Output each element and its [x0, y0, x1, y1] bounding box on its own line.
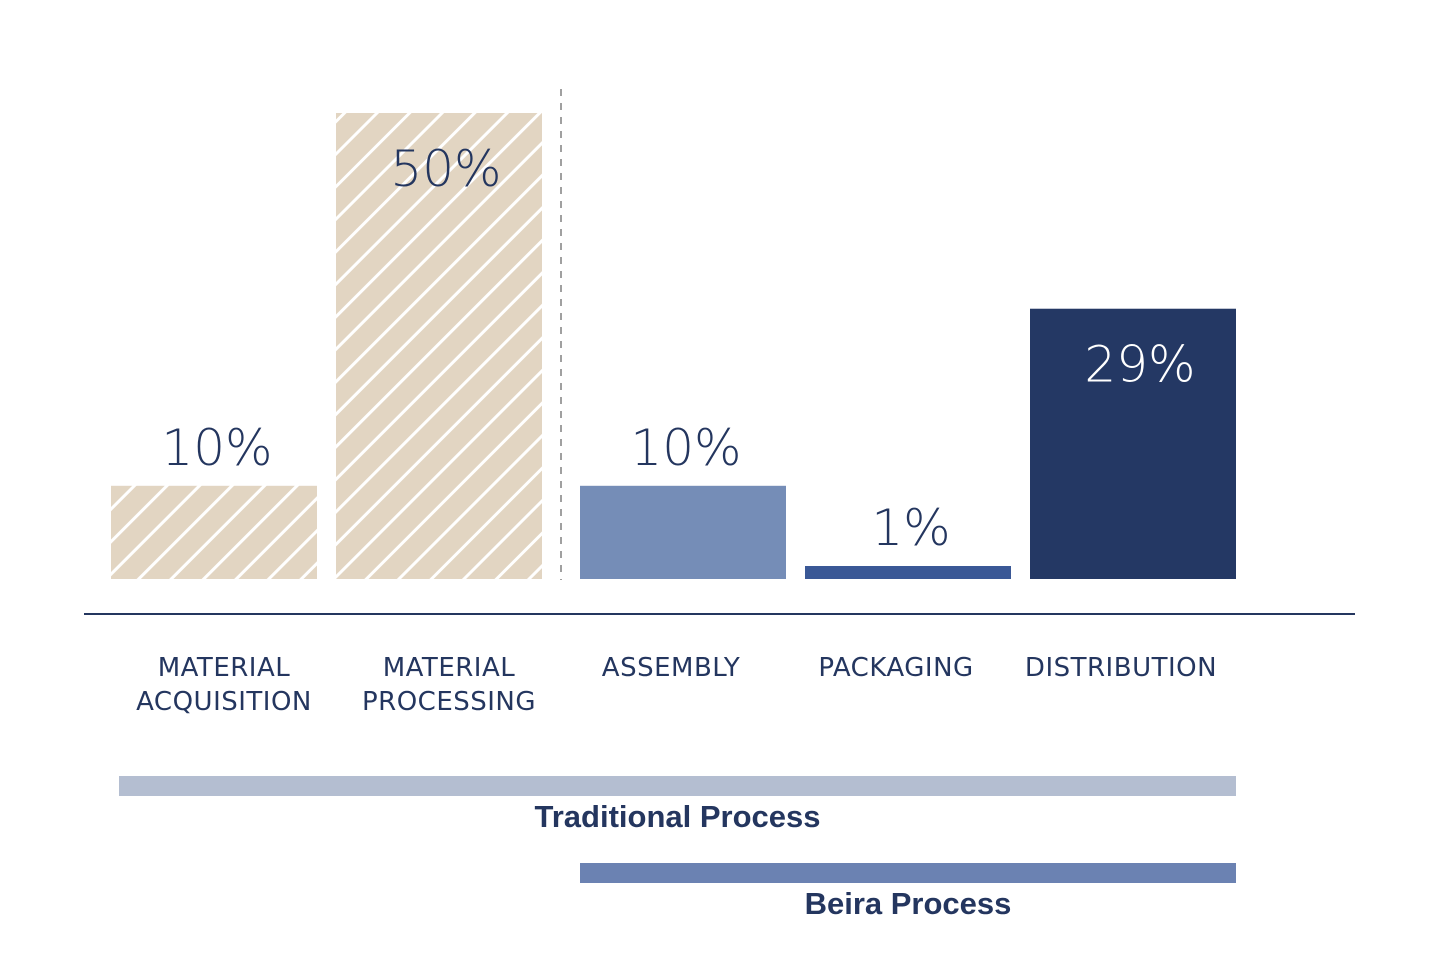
bar-1 [336, 113, 542, 579]
category-label-2-line-0: ASSEMBLY [602, 653, 740, 683]
bar-4 [1030, 308, 1236, 579]
category-labels-layer: MATERIAL ACQUISITION MATERIAL PROCESSING ASS… [136, 653, 1217, 717]
process-bar-0 [119, 776, 1236, 796]
value-labels-layer: 10% 50% 10% 1% 29% [161, 140, 1195, 557]
value-label-2: 10% [630, 419, 741, 477]
process-bar-1 [580, 863, 1236, 883]
category-label-1-line-1: PROCESSING [362, 687, 536, 717]
category-label-0-line-0: MATERIAL [158, 653, 291, 683]
process-label-0: Traditional Process [535, 799, 821, 834]
category-label-0-line-1: ACQUISITION [136, 687, 312, 717]
bar-3 [805, 566, 1011, 579]
process-ranges-layer: Traditional Process Beira Process [119, 776, 1236, 921]
process-label-1: Beira Process [805, 886, 1012, 921]
bar-0 [111, 485, 317, 579]
value-label-1: 50% [390, 140, 501, 198]
axis-layer [84, 89, 1355, 615]
value-label-4: 29% [1084, 336, 1195, 394]
value-label-3: 1% [871, 499, 950, 557]
category-label-3-line-0: PACKAGING [818, 653, 973, 683]
value-label-0: 10% [161, 419, 272, 477]
bars-layer [111, 113, 1236, 579]
bar-2 [580, 485, 786, 579]
category-label-1-line-0: MATERIAL [383, 653, 516, 683]
category-label-4-line-0: DISTRIBUTION [1025, 653, 1217, 683]
